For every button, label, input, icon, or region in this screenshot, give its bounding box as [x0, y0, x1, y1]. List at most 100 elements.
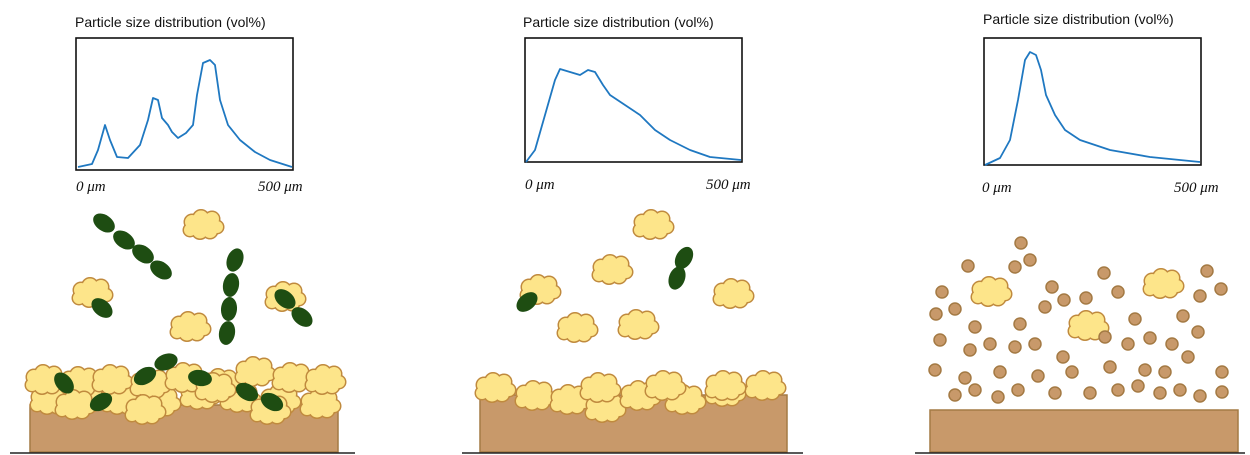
- round-particle: [948, 302, 962, 316]
- round-particle: [1176, 309, 1190, 323]
- powder-cloud: [474, 372, 517, 403]
- round-particle: [1131, 379, 1145, 393]
- round-particle: [1165, 337, 1179, 351]
- round-particle: [963, 343, 977, 357]
- round-particle: [1065, 365, 1079, 379]
- distribution-curve: [77, 59, 293, 168]
- round-particle: [1031, 369, 1045, 383]
- powder-cloud: [556, 312, 599, 343]
- x-end-label: 500 μm: [706, 177, 751, 193]
- round-particle: [961, 259, 975, 273]
- powder-cloud: [970, 276, 1013, 307]
- fiber-particle: [54, 372, 74, 394]
- round-particle: [1191, 325, 1205, 339]
- round-particle: [948, 388, 962, 402]
- round-particle: [968, 320, 982, 334]
- x-start-label: 0 μm: [982, 180, 1012, 196]
- round-particle: [1038, 300, 1052, 314]
- round-particle: [1011, 383, 1025, 397]
- round-particle: [1111, 285, 1125, 299]
- fiber-particle: [291, 307, 313, 327]
- round-particle: [929, 307, 943, 321]
- distribution-curve: [984, 51, 1201, 166]
- x-end-label: 500 μm: [1174, 180, 1219, 196]
- round-particle: [1079, 291, 1093, 305]
- round-particle: [935, 285, 949, 299]
- fiber-particle: [132, 244, 154, 264]
- fiber-particle: [226, 248, 244, 272]
- round-particle: [1143, 331, 1157, 345]
- fiber-particle: [154, 353, 178, 371]
- round-particle: [933, 333, 947, 347]
- powder-cloud: [91, 364, 134, 395]
- chart-frame: [983, 37, 1202, 166]
- powder-cloud: [124, 394, 167, 425]
- round-particle: [1193, 289, 1207, 303]
- powder-cloud: [704, 370, 747, 401]
- round-particle: [1103, 360, 1117, 374]
- fiber-particle: [113, 230, 135, 250]
- fiber-particle: [260, 392, 284, 412]
- round-particle: [1128, 312, 1142, 326]
- powder-cloud: [644, 370, 687, 401]
- round-particle: [1181, 350, 1195, 364]
- fiber-particle: [668, 266, 686, 290]
- fiber-particle: [674, 246, 694, 270]
- fiber-particle: [220, 297, 238, 321]
- fiber-particle: [89, 392, 113, 412]
- round-particle: [1048, 386, 1062, 400]
- powder-cloud: [182, 209, 225, 240]
- round-particle: [1138, 363, 1152, 377]
- fiber-particle: [274, 289, 296, 309]
- round-particle: [1193, 389, 1207, 403]
- fiber-particle: [93, 213, 115, 233]
- round-particle: [1153, 386, 1167, 400]
- powder-cloud: [744, 370, 787, 401]
- x-end-label: 500 μm: [258, 179, 303, 195]
- round-particle: [968, 383, 982, 397]
- fiber-particle: [235, 382, 259, 402]
- round-particle: [1045, 280, 1059, 294]
- fiber-particle: [222, 273, 240, 297]
- round-particle: [1158, 365, 1172, 379]
- round-particle: [1083, 386, 1097, 400]
- round-particle: [991, 390, 1005, 404]
- powder-cloud: [1142, 268, 1185, 299]
- powder-cloud: [514, 380, 557, 411]
- round-particle: [1014, 236, 1028, 250]
- round-particle: [1215, 385, 1229, 399]
- powder-cloud: [169, 311, 212, 342]
- round-particle: [958, 371, 972, 385]
- round-particle: [1121, 337, 1135, 351]
- powder-cloud: [54, 389, 97, 420]
- x-start-label: 0 μm: [76, 179, 106, 195]
- fiber-particle: [133, 366, 157, 386]
- round-particle: [1097, 266, 1111, 280]
- round-particle: [1008, 340, 1022, 354]
- round-particle: [1013, 317, 1027, 331]
- substrate: [929, 409, 1239, 453]
- chart-title: Particle size distribution (vol%): [523, 14, 714, 30]
- powder-cloud: [304, 364, 347, 395]
- distribution-curve: [525, 68, 742, 163]
- round-particle: [983, 337, 997, 351]
- fiber-particle: [218, 321, 236, 345]
- particles: [24, 209, 1229, 425]
- powder-cloud: [712, 278, 755, 309]
- round-particle: [1215, 365, 1229, 379]
- fiber-particle: [188, 369, 212, 387]
- powder-cloud: [579, 372, 622, 403]
- powder-cloud: [617, 309, 660, 340]
- fiber-particle: [516, 292, 538, 312]
- round-particle: [1098, 330, 1112, 344]
- fiber-particle: [150, 260, 172, 280]
- round-particle: [1214, 282, 1228, 296]
- round-particle: [1023, 253, 1037, 267]
- round-particle: [993, 365, 1007, 379]
- round-particle: [1028, 337, 1042, 351]
- round-particle: [1200, 264, 1214, 278]
- round-particle: [1057, 293, 1071, 307]
- chart-frame: [75, 37, 294, 171]
- round-particle: [1173, 383, 1187, 397]
